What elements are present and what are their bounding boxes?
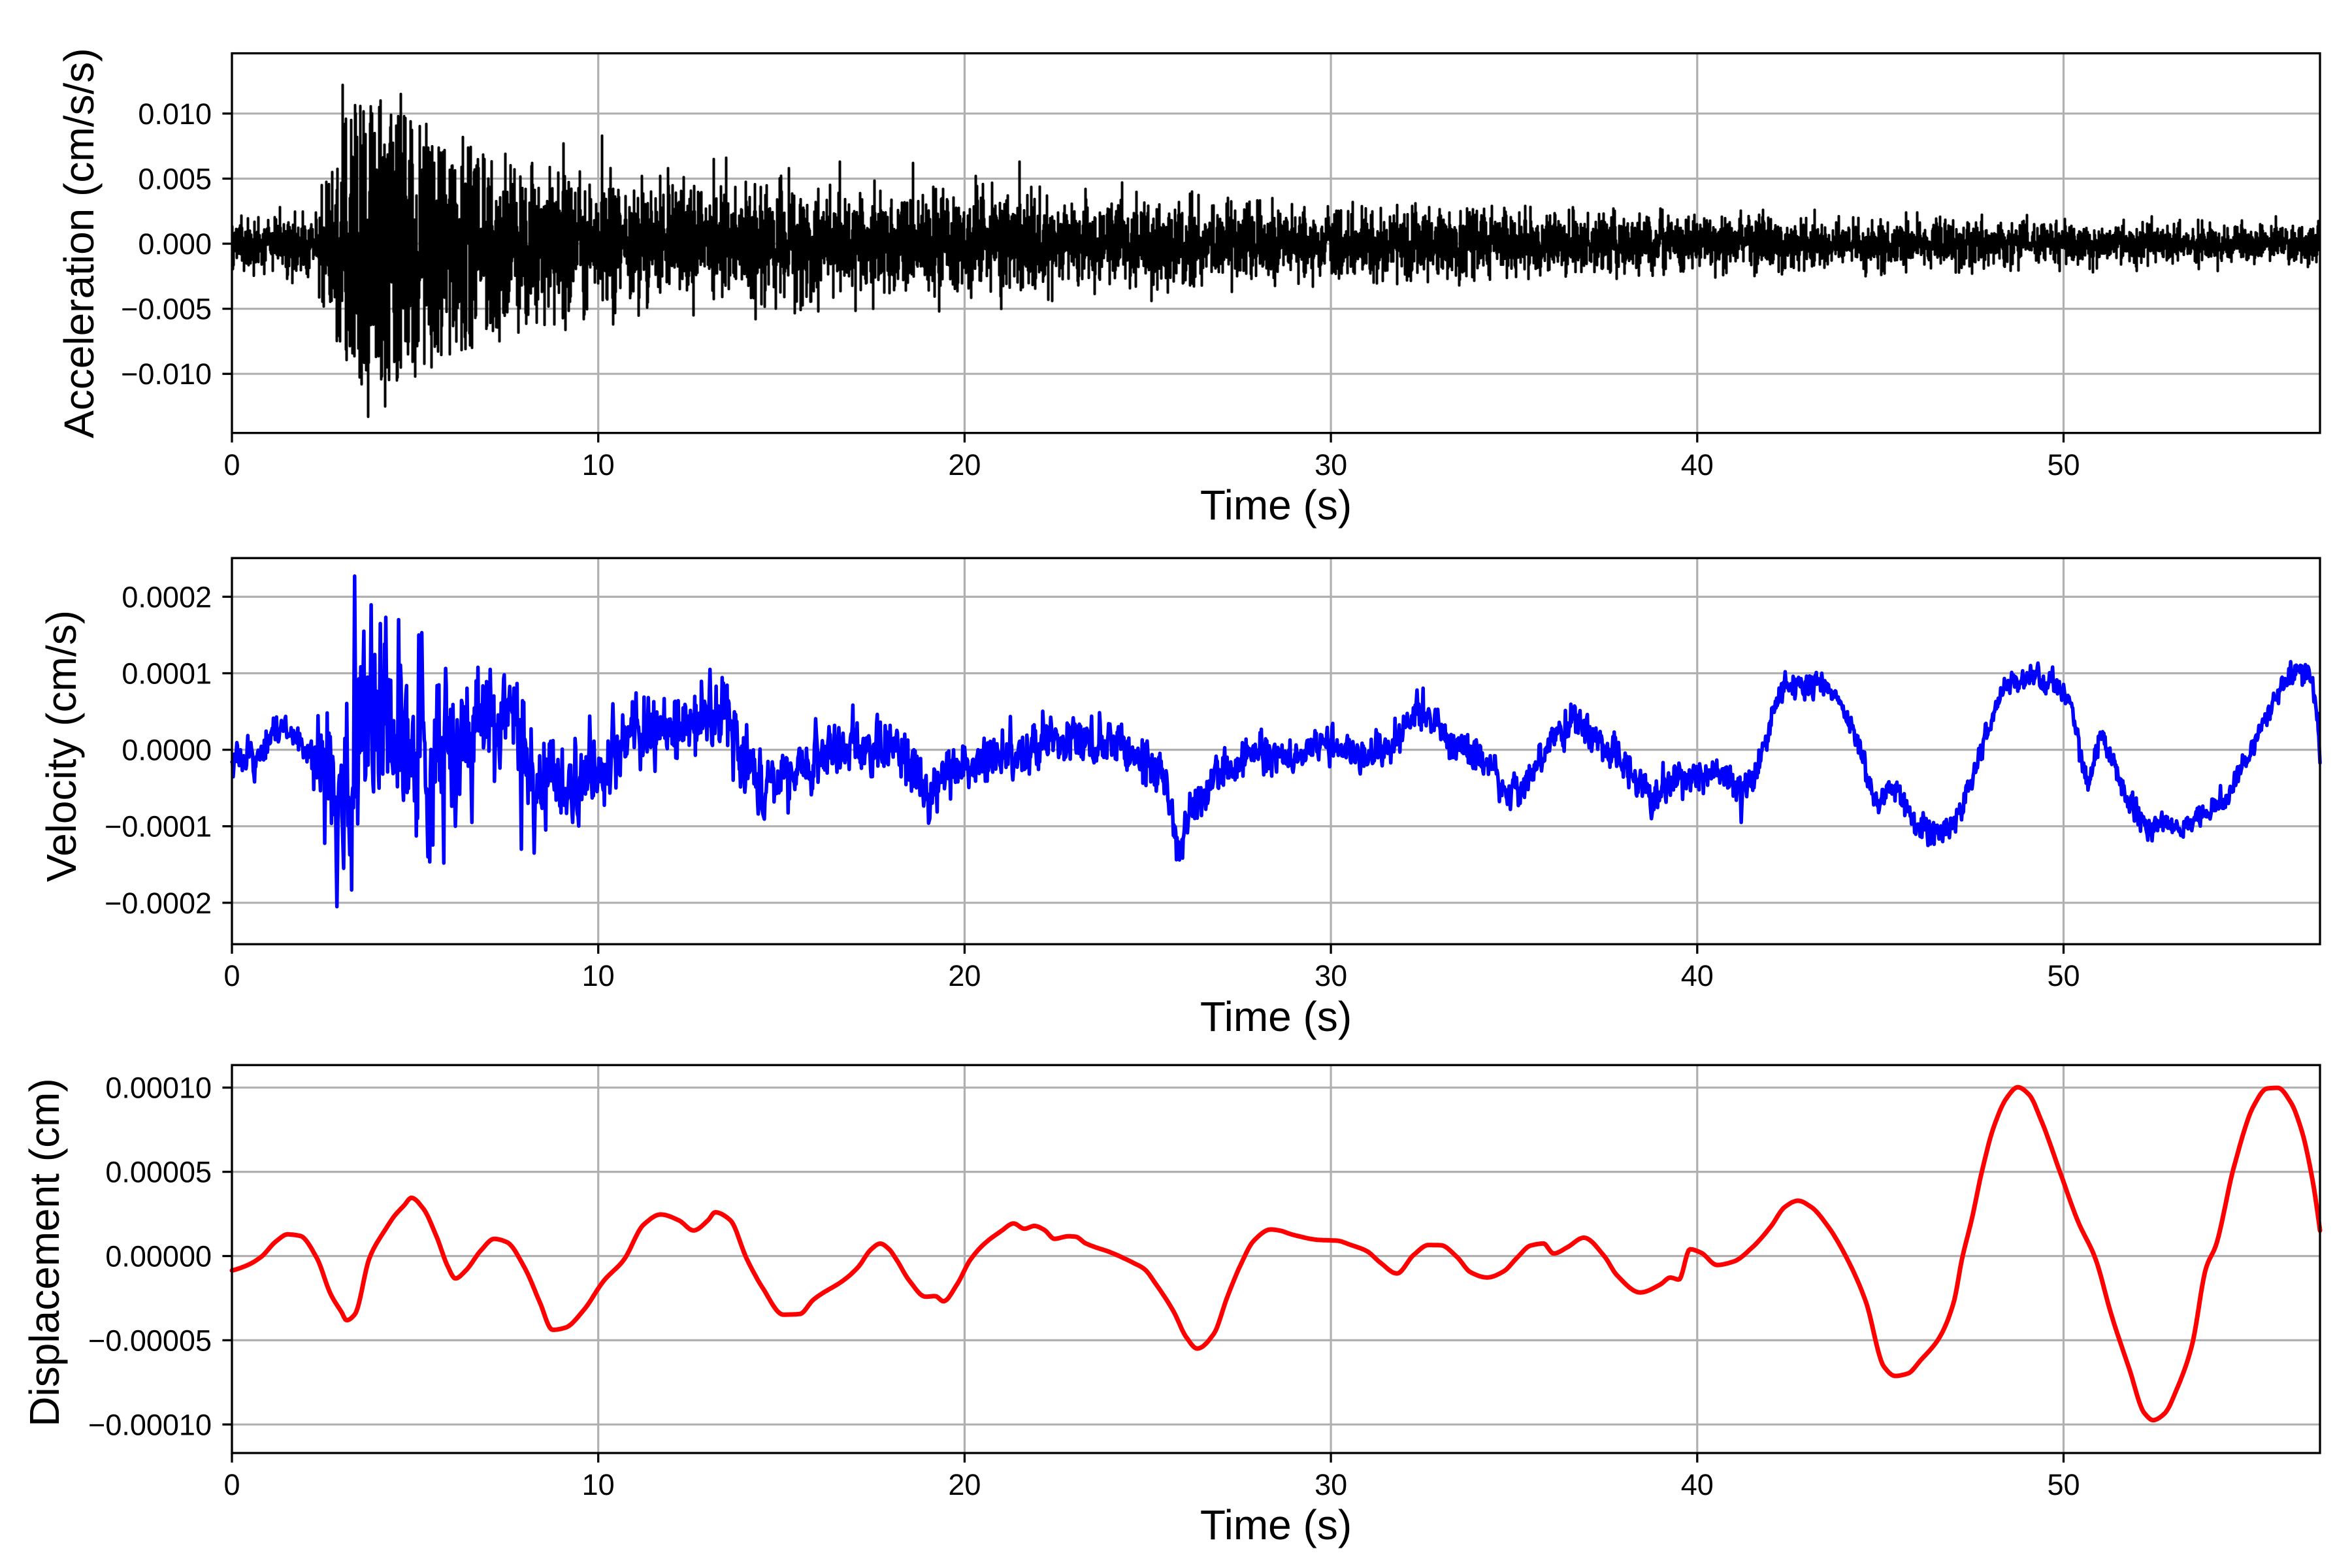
- svg-text:Displacement (cm): Displacement (cm): [21, 1078, 68, 1426]
- svg-text:0.010: 0.010: [138, 97, 212, 131]
- svg-text:50: 50: [2047, 1468, 2080, 1501]
- svg-text:10: 10: [582, 1468, 615, 1501]
- svg-text:−0.010: −0.010: [121, 357, 212, 391]
- svg-text:−0.00005: −0.00005: [88, 1324, 212, 1357]
- svg-text:0.0001: 0.0001: [122, 657, 212, 691]
- svg-text:0.00010: 0.00010: [105, 1071, 212, 1105]
- svg-text:0: 0: [223, 959, 240, 992]
- svg-text:Time (s): Time (s): [1200, 482, 1352, 529]
- svg-text:−0.0001: −0.0001: [105, 810, 212, 843]
- svg-text:−0.00010: −0.00010: [88, 1408, 212, 1441]
- svg-text:0.00005: 0.00005: [105, 1156, 212, 1189]
- svg-text:0.000: 0.000: [138, 227, 212, 261]
- svg-text:Acceleration (cm/s/s): Acceleration (cm/s/s): [56, 48, 103, 438]
- svg-text:Velocity (cm/s): Velocity (cm/s): [38, 610, 85, 882]
- svg-text:50: 50: [2047, 959, 2080, 992]
- svg-text:10: 10: [582, 448, 615, 482]
- svg-text:Time (s): Time (s): [1200, 1501, 1352, 1548]
- svg-text:0.0002: 0.0002: [122, 580, 212, 613]
- svg-text:0: 0: [223, 1468, 240, 1501]
- svg-text:0.00000: 0.00000: [105, 1240, 212, 1273]
- svg-text:40: 40: [1681, 959, 1714, 992]
- svg-text:40: 40: [1681, 448, 1714, 482]
- svg-text:Time (s): Time (s): [1200, 993, 1352, 1040]
- svg-text:50: 50: [2047, 448, 2080, 482]
- svg-text:0: 0: [223, 448, 240, 482]
- svg-text:40: 40: [1681, 1468, 1714, 1501]
- svg-text:−0.0002: −0.0002: [105, 887, 212, 920]
- svg-text:20: 20: [948, 959, 981, 992]
- svg-text:20: 20: [948, 1468, 981, 1501]
- svg-text:10: 10: [582, 959, 615, 992]
- svg-text:0.005: 0.005: [138, 162, 212, 195]
- svg-text:30: 30: [1315, 1468, 1347, 1501]
- svg-text:−0.005: −0.005: [121, 293, 212, 326]
- svg-text:30: 30: [1315, 959, 1347, 992]
- svg-text:30: 30: [1315, 448, 1347, 482]
- svg-text:0.0000: 0.0000: [122, 734, 212, 767]
- svg-text:20: 20: [948, 448, 981, 482]
